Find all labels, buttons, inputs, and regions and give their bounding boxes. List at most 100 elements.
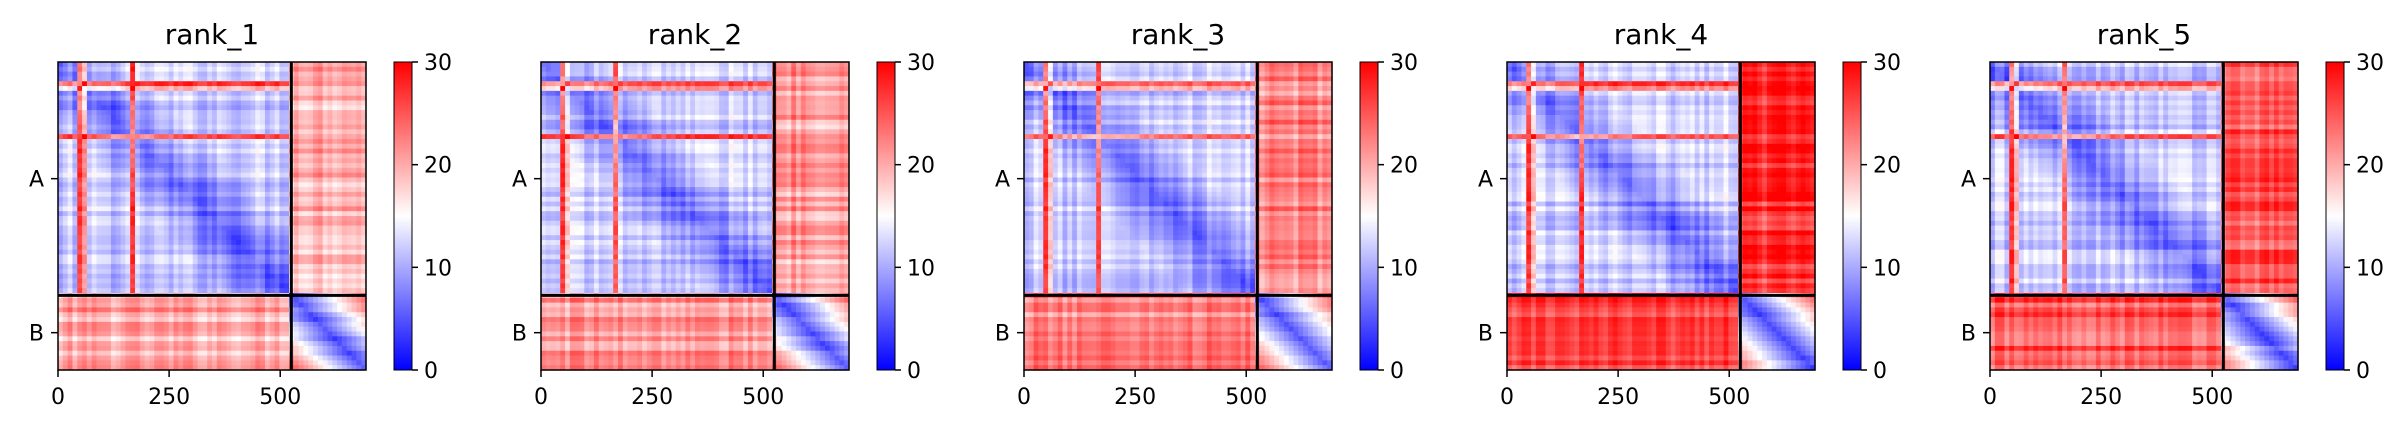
- heatmap-cell: [226, 221, 231, 226]
- heatmap-cell: [178, 81, 183, 86]
- heatmap-cell: [265, 197, 270, 202]
- heatmap-cell: [628, 120, 633, 125]
- heatmap-cell: [212, 67, 217, 72]
- heatmap-cell: [164, 250, 169, 255]
- heatmap-cell: [111, 173, 116, 178]
- heatmap-cell: [164, 327, 169, 332]
- heatmap-cell: [140, 255, 145, 260]
- heatmap-cell: [207, 245, 212, 250]
- heatmap-cell: [347, 96, 352, 101]
- heatmap-cell: [92, 96, 97, 101]
- heatmap-cell: [318, 288, 323, 293]
- heatmap-cell: [222, 115, 227, 120]
- heatmap-cell: [202, 351, 207, 356]
- heatmap-cell: [332, 264, 337, 269]
- heatmap-cell: [758, 62, 763, 67]
- heatmap-cell: [72, 216, 77, 221]
- heatmap-cell: [145, 312, 150, 317]
- heatmap-cell: [183, 96, 188, 101]
- heatmap-cell: [116, 178, 121, 183]
- heatmap-cell: [149, 356, 154, 361]
- heatmap-cell: [270, 197, 275, 202]
- heatmap-cell: [299, 182, 304, 187]
- heatmap-cell: [149, 341, 154, 346]
- heatmap-cell: [303, 120, 308, 125]
- heatmap-cell: [323, 264, 328, 269]
- heatmap-cell: [260, 115, 265, 120]
- heatmap-cell: [294, 101, 299, 106]
- heatmap-cell: [82, 206, 87, 211]
- heatmap-cell: [169, 129, 174, 134]
- heatmap-cell: [767, 101, 772, 106]
- heatmap-cell: [116, 96, 121, 101]
- heatmap-cell: [178, 240, 183, 245]
- heatmap-cell: [202, 206, 207, 211]
- heatmap-cell: [121, 158, 126, 163]
- heatmap-cell: [72, 110, 77, 115]
- heatmap-cell: [806, 110, 811, 115]
- heatmap-cell: [87, 72, 92, 77]
- heatmap-cell: [642, 120, 647, 125]
- heatmap-cell: [332, 269, 337, 274]
- heatmap-cell: [72, 298, 77, 303]
- heatmap-cell: [801, 105, 806, 110]
- heatmap-cell: [328, 168, 333, 173]
- heatmap-cell: [198, 216, 203, 221]
- heatmap-cell: [270, 298, 275, 303]
- heatmap-cell: [323, 226, 328, 231]
- heatmap-cell: [159, 250, 164, 255]
- heatmap-cell: [58, 202, 63, 207]
- heatmap-cell: [140, 197, 145, 202]
- heatmap-cell: [106, 298, 111, 303]
- heatmap-cell: [97, 279, 102, 284]
- heatmap-cell: [299, 288, 304, 293]
- heatmap-cell: [111, 129, 116, 134]
- heatmap-cell: [762, 72, 767, 77]
- heatmap-cell: [652, 120, 657, 125]
- heatmap-cell: [188, 255, 193, 260]
- heatmap-cell: [308, 182, 313, 187]
- heatmap-cell: [700, 67, 705, 72]
- heatmap-cell: [121, 81, 126, 86]
- heatmap-cell: [299, 336, 304, 341]
- heatmap-cell: [347, 226, 352, 231]
- heatmap-cell: [63, 158, 68, 163]
- heatmap-cell: [130, 168, 135, 173]
- heatmap-cell: [246, 341, 251, 346]
- heatmap-cell: [830, 110, 835, 115]
- heatmap-cell: [342, 283, 347, 288]
- heatmap-cell: [318, 192, 323, 197]
- heatmap-cell: [575, 115, 580, 120]
- heatmap-cell: [226, 307, 231, 312]
- heatmap-cell: [332, 105, 337, 110]
- heatmap-cell: [299, 115, 304, 120]
- heatmap-cell: [68, 235, 73, 240]
- heatmap-cell: [212, 230, 217, 235]
- heatmap-cell: [63, 255, 68, 260]
- heatmap-cell: [140, 115, 145, 120]
- heatmap-cell: [130, 235, 135, 240]
- heatmap-cell: [87, 250, 92, 255]
- heatmap-cell: [212, 332, 217, 337]
- heatmap-cell: [323, 211, 328, 216]
- heatmap-cell: [352, 149, 357, 154]
- heatmap-cell: [159, 158, 164, 163]
- heatmap-cell: [719, 96, 724, 101]
- heatmap-cell: [265, 298, 270, 303]
- heatmap-cell: [332, 158, 337, 163]
- heatmap-cell: [748, 86, 753, 91]
- heatmap-cell: [270, 129, 275, 134]
- heatmap-cell: [580, 105, 585, 110]
- heatmap-cell: [63, 91, 68, 96]
- heatmap-cell: [318, 230, 323, 235]
- heatmap-cell: [97, 134, 102, 139]
- heatmap-cell: [820, 81, 825, 86]
- heatmap-cell: [328, 216, 333, 221]
- heatmap-cell: [101, 86, 106, 91]
- heatmap-cell: [734, 81, 739, 86]
- heatmap-cell: [260, 279, 265, 284]
- heatmap-cell: [188, 182, 193, 187]
- heatmap-cell: [97, 336, 102, 341]
- heatmap-cell: [169, 240, 174, 245]
- heatmap-cell: [140, 91, 145, 96]
